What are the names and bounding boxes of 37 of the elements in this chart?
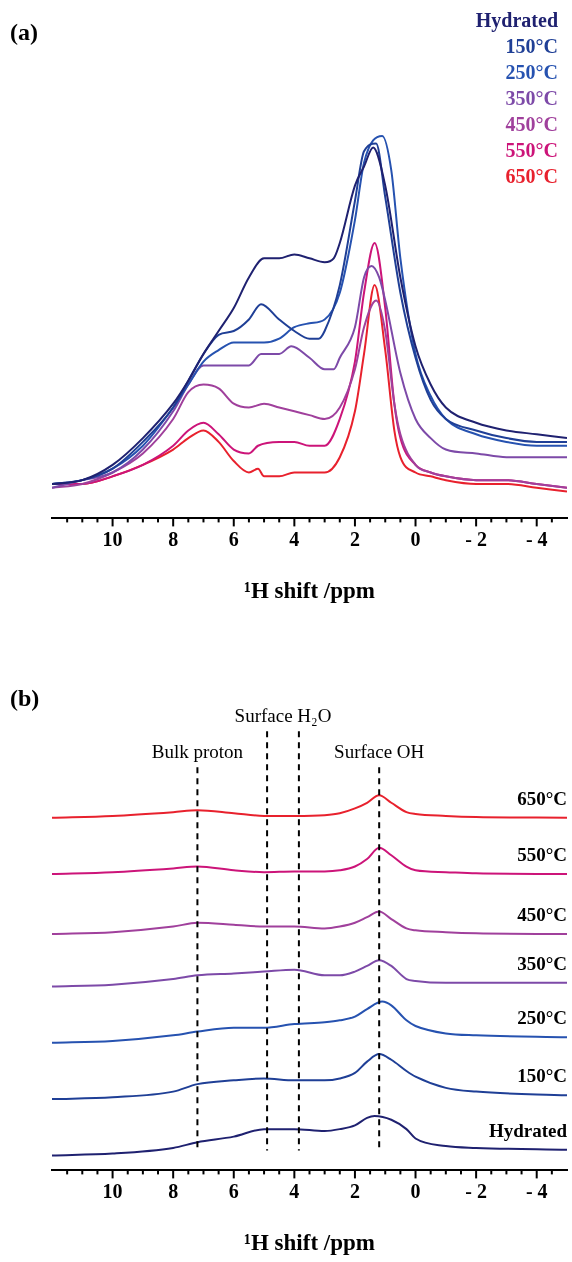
series-label: 650°C	[517, 787, 567, 809]
x-tick-label: 10	[102, 1179, 123, 1202]
series-label: 450°C	[517, 903, 567, 925]
text: Hydrated	[475, 9, 558, 33]
series-label: 250°C	[517, 1007, 567, 1029]
text: 450°C	[505, 113, 558, 136]
text: 250°C	[505, 61, 558, 84]
x-tick-label: 4	[289, 527, 300, 550]
ref-line-label: Bulk proton	[151, 741, 244, 763]
text: 150°C	[505, 35, 558, 58]
text: 650°C	[505, 165, 558, 188]
x-axis-title: ¹H shift /ppm	[244, 1230, 375, 1256]
x-tick-label: 8	[168, 527, 179, 550]
series-label: 150°C	[517, 1065, 567, 1087]
series-label: Hydrated	[488, 1119, 568, 1141]
series-label: 550°C	[517, 843, 567, 865]
ref-line-label: Surface OH	[334, 741, 425, 763]
x-tick-label: - 4	[525, 1179, 548, 1202]
x-tick-label: 2	[349, 527, 360, 550]
x-tick-label: 10	[102, 527, 123, 550]
chart-title: (a)	[10, 19, 38, 46]
ref-line-label: Surface H₂O	[234, 705, 332, 727]
x-tick-label: - 2	[465, 527, 487, 550]
x-tick-label: 4	[289, 1179, 300, 1202]
x-tick-label: 8	[168, 1179, 179, 1202]
x-axis-title: ¹H shift /ppm	[244, 578, 375, 604]
x-tick-label: - 4	[525, 527, 548, 550]
x-tick-label: 2	[349, 1179, 360, 1202]
text: 550°C	[505, 139, 558, 162]
series-label: 350°C	[517, 952, 567, 974]
x-tick-label: 6	[228, 527, 239, 550]
text: 350°C	[505, 87, 558, 110]
x-tick-label: 0	[410, 1179, 421, 1202]
x-tick-label: 6	[228, 1179, 239, 1202]
x-tick-label: 0	[410, 527, 421, 550]
x-tick-label: - 2	[465, 1179, 487, 1202]
chart-title: (b)	[10, 685, 40, 712]
